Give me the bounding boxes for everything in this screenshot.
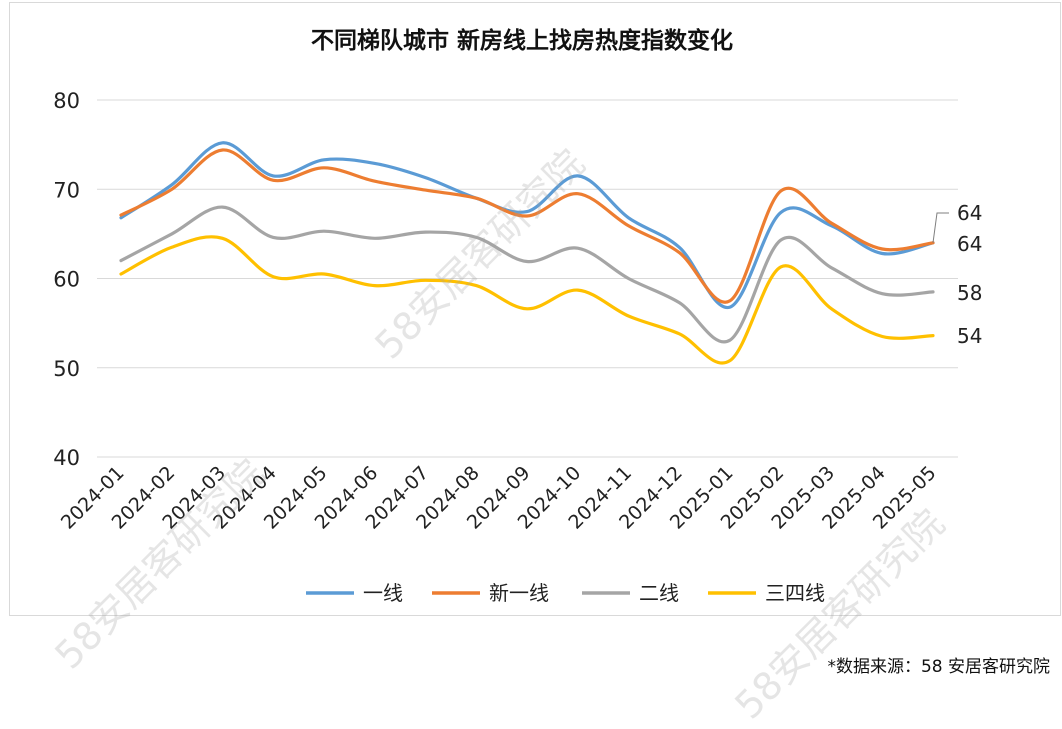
- series-line: [119, 148, 935, 304]
- grid: [97, 99, 958, 458]
- y-tick-label: 40: [53, 446, 80, 470]
- y-tick-label: 50: [53, 357, 80, 381]
- series-lines: [119, 141, 935, 365]
- data-label: 54: [957, 324, 982, 348]
- x-axis: 2024-012024-022024-032024-042024-052024-…: [57, 462, 941, 534]
- data-label: 58: [957, 281, 982, 305]
- y-tick-label: 70: [53, 178, 80, 202]
- y-axis: 40 50 60 70 80: [53, 89, 80, 470]
- source-note: *数据来源：58 安居客研究院: [827, 657, 1050, 677]
- chart-frame: [9, 2, 1061, 616]
- series-line: [119, 235, 935, 365]
- end-labels: 64 64 58 54: [932, 201, 982, 348]
- y-tick-label: 60: [53, 268, 80, 292]
- leader-line: [932, 212, 949, 243]
- data-label: 64: [957, 201, 982, 225]
- legend-label: 新一线: [489, 581, 549, 605]
- series-line: [119, 205, 935, 344]
- legend-label: 三四线: [765, 581, 825, 605]
- legend: 一线 新一线 二线 三四线: [306, 581, 825, 605]
- y-tick-label: 80: [53, 89, 80, 113]
- series-line: [119, 141, 935, 309]
- legend-label: 一线: [363, 581, 403, 605]
- chart-title: 不同梯队城市 新房线上找房热度指数变化: [311, 27, 733, 54]
- line-chart: 不同梯队城市 新房线上找房热度指数变化 40 50 60 70 80 2024-0120…: [53, 27, 982, 605]
- legend-label: 二线: [639, 581, 679, 605]
- data-label: 64: [957, 232, 982, 256]
